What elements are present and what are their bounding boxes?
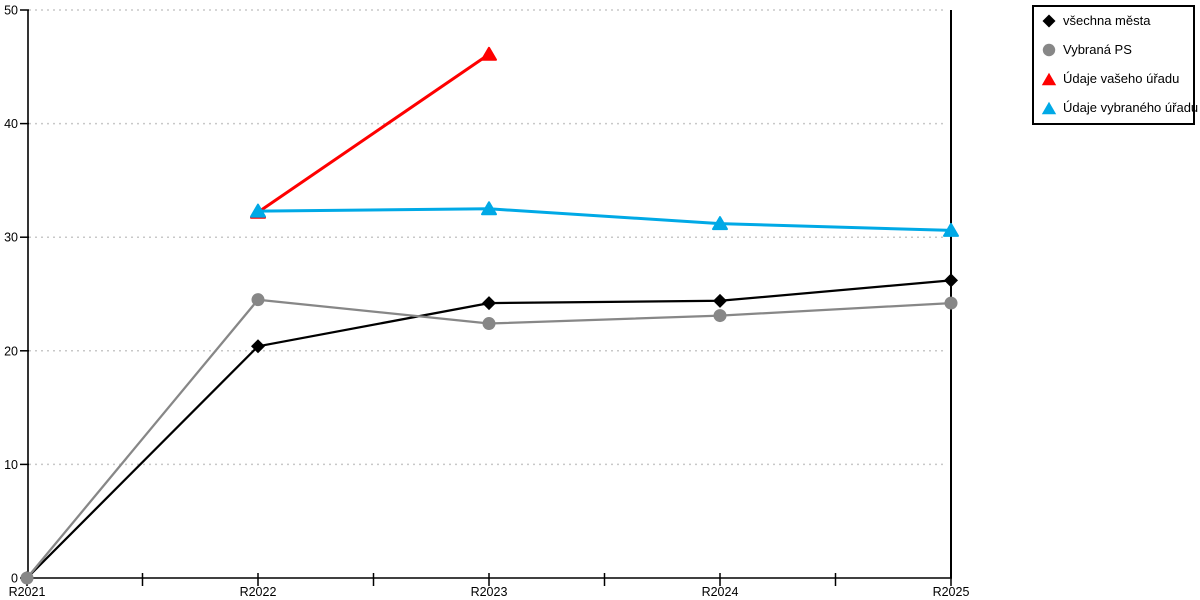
- circle-marker: [251, 293, 265, 307]
- y-tick-label: 10: [4, 458, 18, 472]
- legend-item-udaje-vybraneho-uradu: Údaje vybraného úřadu: [1041, 101, 1198, 115]
- triangle-marker: [250, 203, 266, 218]
- triangle-marker: [481, 201, 497, 216]
- series-line-3: [256, 207, 953, 232]
- diamond-marker: [944, 273, 958, 288]
- diamond-marker: [251, 339, 265, 354]
- series-line-2: [256, 52, 491, 214]
- x-tick-label: R2023: [471, 585, 508, 599]
- y-tick-label: 0: [11, 572, 18, 586]
- circle-marker: [482, 317, 496, 331]
- legend-label: Vybraná PS: [1063, 42, 1132, 57]
- legend-label: Údaje vybraného úřadu: [1063, 100, 1199, 115]
- diamond-marker: [713, 293, 727, 308]
- circle-marker: [20, 571, 34, 585]
- chart-legend: všechna města Vybraná PS Údaje vašeho úř…: [1032, 5, 1198, 125]
- circle-marker-icon: [1042, 43, 1056, 57]
- circle-marker: [944, 296, 958, 310]
- y-tick-label: 20: [4, 344, 18, 358]
- x-tick-label: R2021: [9, 585, 46, 599]
- x-tick-label: R2022: [240, 585, 277, 599]
- diamond-marker-icon: [1042, 14, 1056, 28]
- triangle-marker: [943, 222, 959, 237]
- circle-marker: [713, 309, 727, 323]
- x-tick-label: R2024: [702, 585, 739, 599]
- legend-label: Údaje vašeho úřadu: [1063, 71, 1180, 86]
- y-tick-label: 40: [4, 117, 18, 131]
- diamond-marker: [482, 296, 496, 311]
- legend-item-vsechna-mesta: všechna města: [1041, 14, 1187, 28]
- legend-label: všechna města: [1063, 13, 1151, 28]
- triangle-marker-icon: [1041, 72, 1057, 86]
- triangle-marker: [481, 46, 497, 61]
- legend-item-udaje-vaseho-uradu: Údaje vašeho úřadu: [1041, 72, 1187, 86]
- triangle-marker-icon: [1041, 101, 1057, 115]
- triangle-marker: [712, 216, 728, 231]
- legend-item-vybrana-ps: Vybraná PS: [1041, 43, 1187, 57]
- y-tick-label: 50: [4, 4, 18, 18]
- y-tick-label: 30: [4, 231, 18, 245]
- x-tick-label: R2025: [933, 585, 970, 599]
